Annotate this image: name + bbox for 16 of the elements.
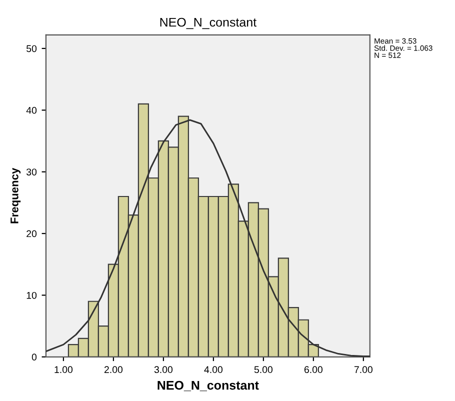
y-tick-label: 50 bbox=[26, 45, 37, 52]
x-tick-label: 3.00 bbox=[154, 366, 173, 374]
y-tick-label: 20 bbox=[26, 230, 37, 238]
x-tick-label: 7.00 bbox=[354, 366, 372, 374]
y-tick-label: 0 bbox=[32, 354, 37, 361]
x-tick-label: 4.00 bbox=[204, 366, 223, 374]
y-tick-label: 30 bbox=[26, 168, 37, 176]
x-tick-label: 6.00 bbox=[304, 366, 323, 374]
x-tick-label: 5.00 bbox=[254, 366, 273, 374]
y-tick-label: 40 bbox=[26, 106, 37, 114]
chart-title: NEO_N_constant bbox=[160, 18, 256, 30]
y-axis-title: Frequency bbox=[10, 168, 21, 224]
x-axis-title: NEO_N_constant bbox=[158, 380, 259, 392]
x-tick-label: 1.00 bbox=[54, 366, 73, 374]
y-tick-label: 10 bbox=[26, 292, 37, 299]
x-tick-label: 2.00 bbox=[104, 366, 123, 374]
